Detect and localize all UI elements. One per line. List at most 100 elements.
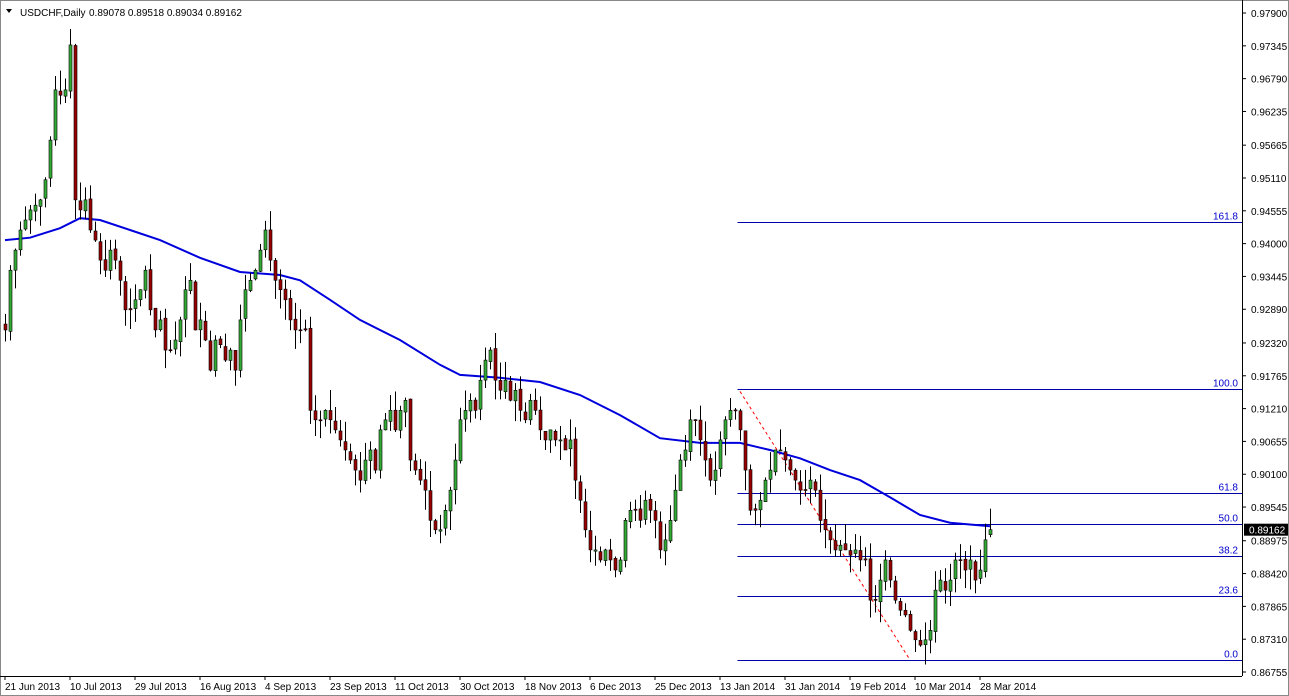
candle-bear (873, 598, 878, 601)
candle-bull (923, 639, 928, 646)
candle-bear (818, 489, 823, 521)
candle-bull (488, 349, 493, 362)
symbol-label: USDCHF,Daily (20, 8, 86, 19)
x-tick-label: 29 Jul 2013 (135, 682, 187, 693)
candle-bull (398, 410, 403, 431)
candle-bear (223, 346, 228, 361)
candle-bear (418, 468, 423, 481)
candle-bull (938, 579, 943, 592)
candle-bull (453, 459, 458, 491)
x-tick-label: 23 Sep 2013 (330, 682, 387, 693)
candle-bear (268, 229, 273, 261)
candle-bear (103, 259, 108, 271)
candle-bear (318, 419, 323, 422)
candle-bear (753, 508, 758, 511)
candle-bear (128, 308, 133, 311)
candle-bull (503, 379, 508, 393)
candle-bear (793, 469, 798, 481)
candle-bear (208, 340, 213, 371)
candle-bear (653, 510, 658, 521)
candle-bull (463, 410, 468, 420)
y-tick-label: 0.94000 (1251, 240, 1288, 251)
candle-bull (953, 559, 958, 580)
candle-bear (733, 409, 738, 412)
candle-bear (338, 430, 343, 441)
y-tick-label: 0.95110 (1251, 174, 1287, 185)
y-tick-label: 0.89545 (1251, 503, 1288, 514)
candle-bear (858, 550, 863, 561)
candle-bear (498, 380, 503, 391)
x-tick-label: 28 Mar 2014 (980, 682, 1037, 693)
candle-bull (43, 179, 48, 199)
y-tick-label: 0.91210 (1251, 405, 1288, 416)
candle-bear (88, 198, 93, 231)
y-tick-label: 0.86755 (1251, 668, 1288, 679)
candle-bear (123, 281, 128, 311)
candle-bear (523, 411, 528, 421)
candle-bull (988, 529, 993, 535)
candle-bull (928, 630, 933, 641)
candle-bear (93, 230, 98, 241)
candle-bull (558, 439, 563, 442)
candle-bear (708, 458, 713, 481)
candle-bear (518, 388, 523, 411)
y-tick-label: 0.88420 (1251, 570, 1288, 581)
candle-bull (248, 279, 253, 291)
current-price-marker: 0.89162 (1244, 523, 1288, 537)
candle-bear (893, 580, 898, 601)
candle-bear (293, 318, 298, 331)
candle-bear (633, 508, 638, 511)
y-tick-label: 0.92320 (1251, 339, 1288, 350)
candle-bull (623, 520, 628, 561)
candle-bear (958, 559, 963, 561)
candle-bull (438, 529, 443, 532)
candle-bear (693, 419, 698, 421)
candle-bull (368, 449, 373, 461)
candle-bull (323, 410, 328, 420)
candle-bull (878, 579, 883, 603)
candle-bear (308, 327, 313, 411)
candle-bear (788, 459, 793, 471)
candle-bear (153, 307, 158, 331)
candle-bear (748, 469, 753, 511)
candle-bull (68, 44, 73, 92)
candles (3, 28, 993, 665)
y-tick-label: 0.94555 (1251, 207, 1288, 218)
x-tick-label: 21 Jun 2013 (5, 682, 60, 693)
candle-bear (288, 298, 293, 321)
candle-bear (508, 380, 513, 401)
candle-bull (238, 319, 243, 371)
y-tick-label: 0.97345 (1251, 42, 1288, 53)
x-tick-label: 18 Nov 2013 (525, 682, 582, 693)
time-axis: 21 Jun 2013 10 Jul 2013 29 Jul 2013 16 Aug … (4, 676, 1037, 693)
candle-bull (948, 579, 953, 592)
candle-bear (823, 519, 828, 531)
candle-bull (53, 89, 58, 141)
candle-bear (833, 540, 838, 551)
candle-bear (658, 521, 663, 551)
y-tick-label: 0.87310 (1251, 635, 1288, 646)
moving-average-line (4, 217, 991, 528)
chart-header: USDCHF,Daily 0.89078 0.89518 0.89034 0.8… (6, 8, 242, 19)
candle-bull (593, 549, 598, 552)
candle-bull (243, 289, 248, 319)
dropdown-triangle-icon[interactable] (6, 9, 12, 13)
candle-bear (638, 508, 643, 521)
candle-bull (983, 539, 988, 572)
y-tick-label: 0.93445 (1251, 272, 1288, 283)
candle-bear (848, 550, 853, 556)
candle-bull (723, 419, 728, 440)
candle-bear (543, 431, 548, 441)
candle-bear (358, 470, 363, 481)
candle-bear (328, 410, 333, 421)
candle-bull (483, 359, 488, 381)
ohlc-label: 0.89078 0.89518 0.89034 0.89162 (89, 8, 242, 19)
candle-bear (613, 558, 618, 571)
candle-bull (228, 349, 233, 361)
fibonacci-retracement[interactable]: 161.8 100.0 61.8 50.0 38.2 23.6 0.0 (737, 212, 1243, 661)
candle-bear (353, 459, 358, 471)
x-tick-label: 10 Jul 2013 (70, 682, 122, 693)
candle-bull (728, 410, 733, 420)
